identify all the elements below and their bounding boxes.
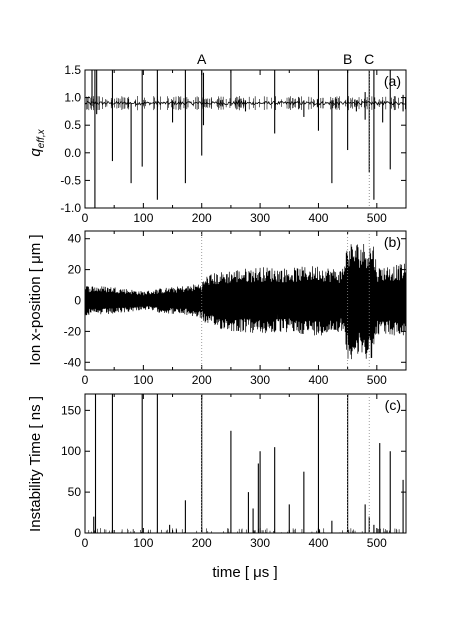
panel-a-xtick-label: 300 xyxy=(250,211,270,225)
panel-c-xlabel: time [ μs ] xyxy=(212,564,277,581)
panel-b-ytick-label: -20 xyxy=(64,324,82,338)
panel-a-ylabel-main: q xyxy=(27,148,44,157)
panel-a-xtick-label: 500 xyxy=(367,211,387,225)
panel-b-position-trace xyxy=(84,243,407,360)
panel-a: 0 100 200 300 400 500 -1.0 -0.5 0.0 0.5 1.0 1.5 (a) A… xyxy=(60,51,407,225)
panel-c-ylabel: Instability Time [ ns ] xyxy=(27,396,44,532)
panel-c-xtick-label: 0 xyxy=(82,536,89,550)
panel-b-ylabel: Ion x-position [ μm ] xyxy=(27,234,44,365)
panel-a-label: (a) xyxy=(384,73,401,89)
panel-c: 0 100 200 300 400 500 0 50 100 150 (c) xyxy=(61,393,407,550)
panel-a-ytick-label: 1.0 xyxy=(64,91,81,105)
panel-c-xtick-label: 400 xyxy=(308,536,328,550)
panel-c-ytick-label: 50 xyxy=(68,485,82,499)
panel-c-xtick-label: 200 xyxy=(192,536,212,550)
panel-c-xtick-label: 300 xyxy=(250,536,270,550)
panel-c-frame xyxy=(84,393,407,534)
panel-a-xtick-label: 0 xyxy=(82,211,89,225)
panel-c-xtick-label: 100 xyxy=(133,536,153,550)
panel-b-ytick-label: 0 xyxy=(74,294,81,308)
panel-b-xtick-label: 500 xyxy=(367,373,387,387)
panel-b-xtick-label: 100 xyxy=(133,373,153,387)
panel-b-ytick-label: -40 xyxy=(64,355,82,369)
panel-b-ytick-label: 20 xyxy=(68,263,82,277)
panel-c-ytick-label: 100 xyxy=(61,444,81,458)
panel-b-xtick-label: 300 xyxy=(250,373,270,387)
panel-a-ytick-label: 0.0 xyxy=(64,146,81,160)
panel-c-ytick-label: 150 xyxy=(61,403,81,417)
panel-c-label: (c) xyxy=(385,397,401,413)
panel-a-xtick-label: 200 xyxy=(192,211,212,225)
panel-a-ytick-label: 0.5 xyxy=(64,118,81,132)
panel-b-xtick-label: 400 xyxy=(308,373,328,387)
panel-b: 0 100 200 300 400 500 -40 -20 0 20 40 (b) xyxy=(64,230,407,387)
panel-a-xtick-label: 100 xyxy=(133,211,153,225)
marker-B: B xyxy=(343,51,352,67)
panel-b-xtick-label: 0 xyxy=(82,373,89,387)
panel-b-label: (b) xyxy=(384,234,401,250)
panel-a-ytick-label: -0.5 xyxy=(60,173,81,187)
panel-a-ytick-label: 1.5 xyxy=(64,63,81,77)
marker-C: C xyxy=(364,51,374,67)
panel-a-ylabel: qeff,x xyxy=(27,128,47,156)
marker-A: A xyxy=(197,51,207,67)
panel-a-ylabel-sub: eff,x xyxy=(36,128,47,148)
panel-a-xtick-label: 400 xyxy=(308,211,328,225)
panel-b-xtick-label: 200 xyxy=(192,373,212,387)
panel-c-ytick-label: 0 xyxy=(74,526,81,540)
panel-a-ytick-label: -1.0 xyxy=(60,201,81,215)
panel-a-frame xyxy=(84,69,407,209)
panel-b-ytick-label: 40 xyxy=(68,232,82,246)
panel-c-xtick-label: 500 xyxy=(367,536,387,550)
